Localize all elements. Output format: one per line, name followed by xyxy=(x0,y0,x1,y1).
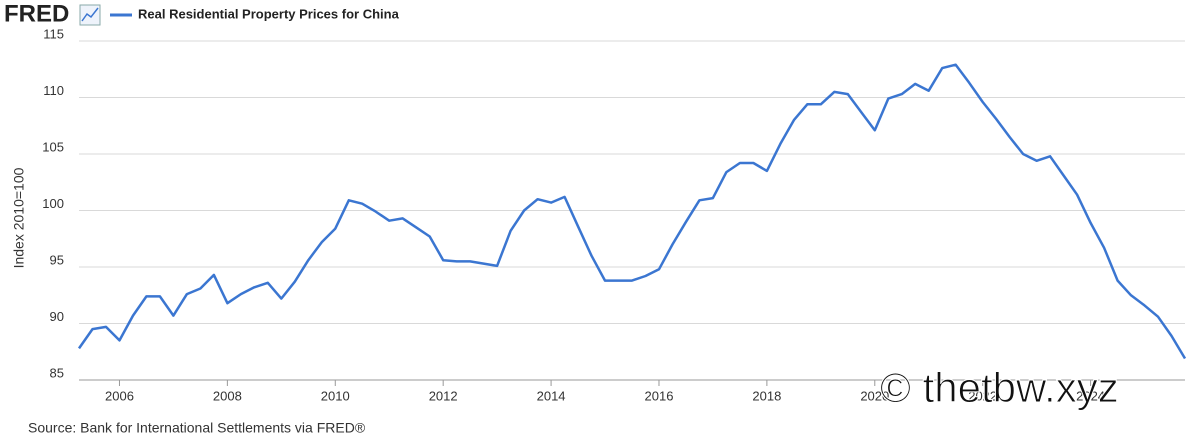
y-tick-label: 105 xyxy=(42,139,64,154)
logo-icon xyxy=(79,4,101,26)
x-tick-label: 2006 xyxy=(105,388,134,403)
x-tick-label: 2012 xyxy=(429,388,458,403)
logo-icon-line xyxy=(81,7,99,22)
legend-label: Real Residential Property Prices for Chi… xyxy=(138,6,400,21)
y-tick-label: 90 xyxy=(50,309,64,324)
y-tick-label: 85 xyxy=(50,365,64,380)
y-tick-label: 100 xyxy=(42,196,64,211)
x-tick-label: 2014 xyxy=(537,388,566,403)
x-tick-label: 2008 xyxy=(213,388,242,403)
y-axis-label: Index 2010=100 xyxy=(11,167,27,268)
series-line xyxy=(77,63,1187,360)
source: Source: Bank for International Settlemen… xyxy=(28,420,366,436)
y-tick-label: 95 xyxy=(50,252,64,267)
logo: FRED xyxy=(4,0,69,27)
x-tick-label: 2020 xyxy=(860,388,889,403)
y-tick-label: 110 xyxy=(43,83,64,98)
x-tick-label: 2010 xyxy=(321,388,350,403)
x-tick-label: 2022 xyxy=(968,388,997,403)
watermark: © thetbw.xyz xyxy=(880,364,1119,411)
x-tick-label: 2018 xyxy=(752,388,781,403)
x-tick-label: 2016 xyxy=(645,388,674,403)
x-tick-label: 2024 xyxy=(1076,388,1105,403)
y-tick-label: 115 xyxy=(43,26,64,41)
